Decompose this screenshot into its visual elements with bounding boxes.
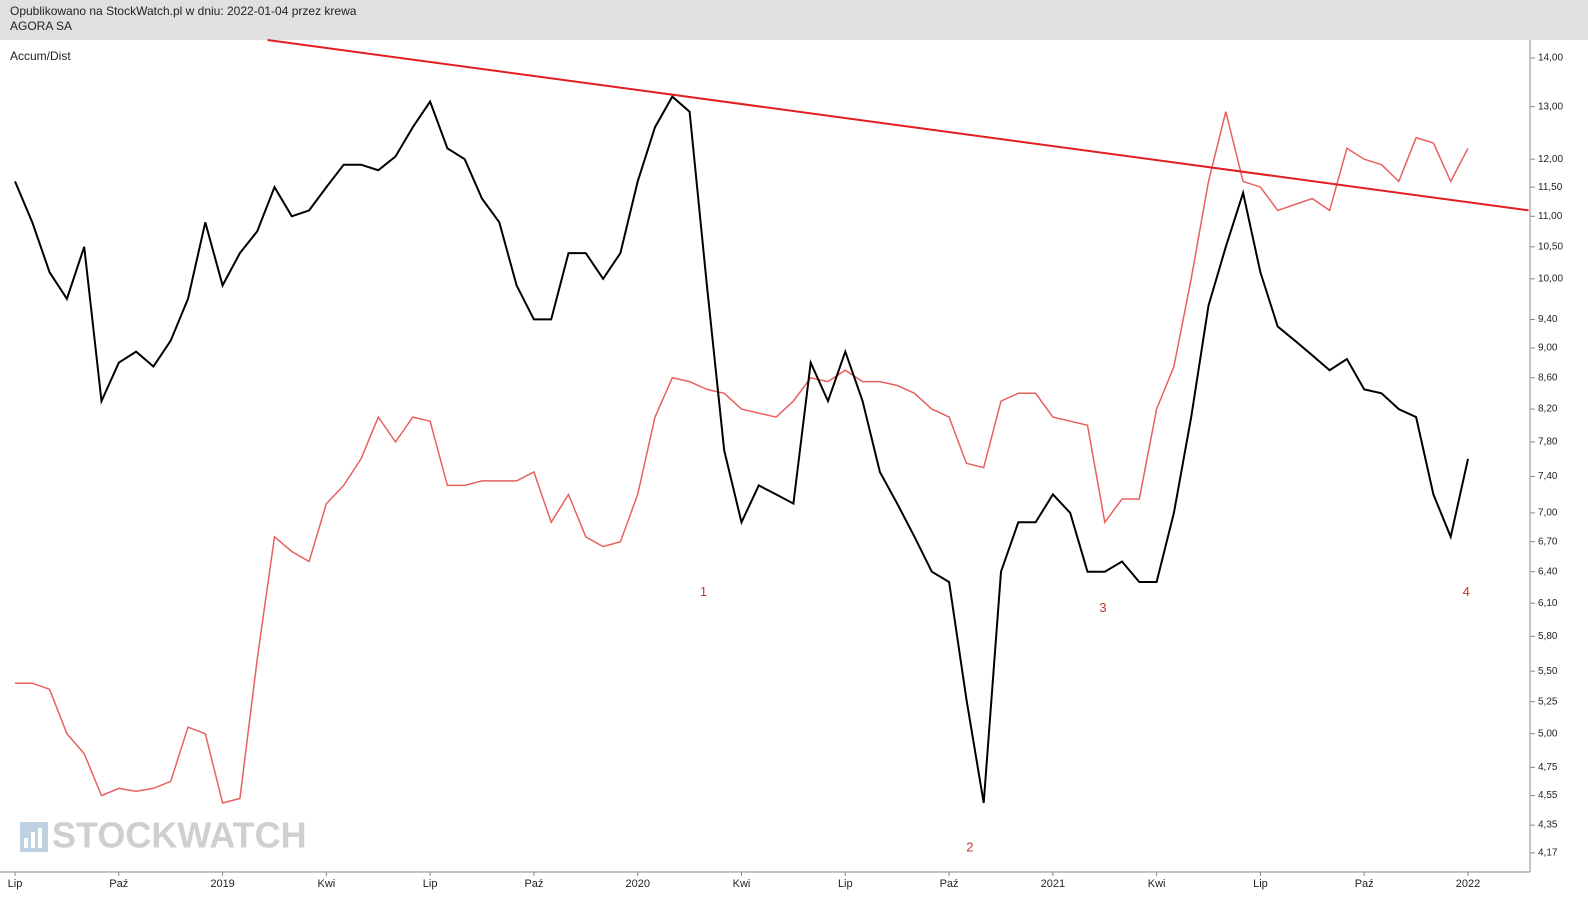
header-line: AGORA SA [10,19,72,33]
y-tick-label: 13,00 [1538,101,1563,112]
x-tick-label: Lip [423,878,438,890]
series-line [15,111,1469,804]
y-tick-label: 10,00 [1538,273,1563,284]
y-tick-label: 5,00 [1538,728,1558,739]
y-tick-label: 9,00 [1538,343,1558,354]
x-tick-label: Paź [524,878,543,890]
y-tick-label: 4,55 [1538,790,1558,801]
y-tick-label: 5,50 [1538,666,1558,677]
indicator-label: Accum/Dist [10,49,71,63]
y-tick-label: 10,50 [1538,241,1563,252]
x-tick-label: 2022 [1456,878,1480,890]
y-tick-label: 4,35 [1538,820,1558,831]
y-tick-label: 12,00 [1538,154,1563,165]
y-tick-label: 7,40 [1538,471,1558,482]
y-tick-label: 8,20 [1538,404,1558,415]
x-tick-label: Paź [1355,878,1374,890]
x-tick-label: Kwi [317,878,335,890]
annotation: 1 [700,584,707,599]
y-tick-label: 8,60 [1538,372,1558,383]
y-tick-label: 7,80 [1538,437,1558,448]
x-tick-label: Lip [1253,878,1268,890]
x-tick-label: Lip [8,878,23,890]
y-tick-label: 6,10 [1538,598,1558,609]
x-tick-label: 2019 [210,878,234,890]
y-tick-label: 9,40 [1538,314,1558,325]
x-tick-label: Lip [838,878,853,890]
x-tick-label: 2020 [625,878,649,890]
annotation: 3 [1099,600,1106,615]
x-tick-label: Kwi [733,878,751,890]
header-bar [0,0,1588,40]
y-tick-label: 11,50 [1538,182,1563,193]
y-tick-label: 6,70 [1538,536,1558,547]
y-tick-label: 7,00 [1538,508,1558,519]
y-tick-label: 5,80 [1538,631,1558,642]
y-tick-label: 11,00 [1538,211,1563,222]
series-line [14,95,1469,804]
trendline [267,39,1529,212]
annotation: 2 [966,840,973,855]
watermark: STOCKWATCH [52,815,307,856]
header-line: Opublikowano na StockWatch.pl w dniu: 20… [10,4,357,18]
annotation: 4 [1463,584,1470,599]
x-tick-label: 2021 [1041,878,1065,890]
y-tick-label: 4,17 [1538,847,1558,858]
x-tick-label: Paź [940,878,959,890]
x-tick-label: Paź [109,878,128,890]
y-tick-label: 14,00 [1538,53,1563,64]
x-tick-label: Kwi [1148,878,1166,890]
y-tick-label: 5,25 [1538,696,1558,707]
watermark-logo [20,822,48,852]
y-tick-label: 4,75 [1538,762,1558,773]
y-tick-label: 6,40 [1538,566,1558,577]
